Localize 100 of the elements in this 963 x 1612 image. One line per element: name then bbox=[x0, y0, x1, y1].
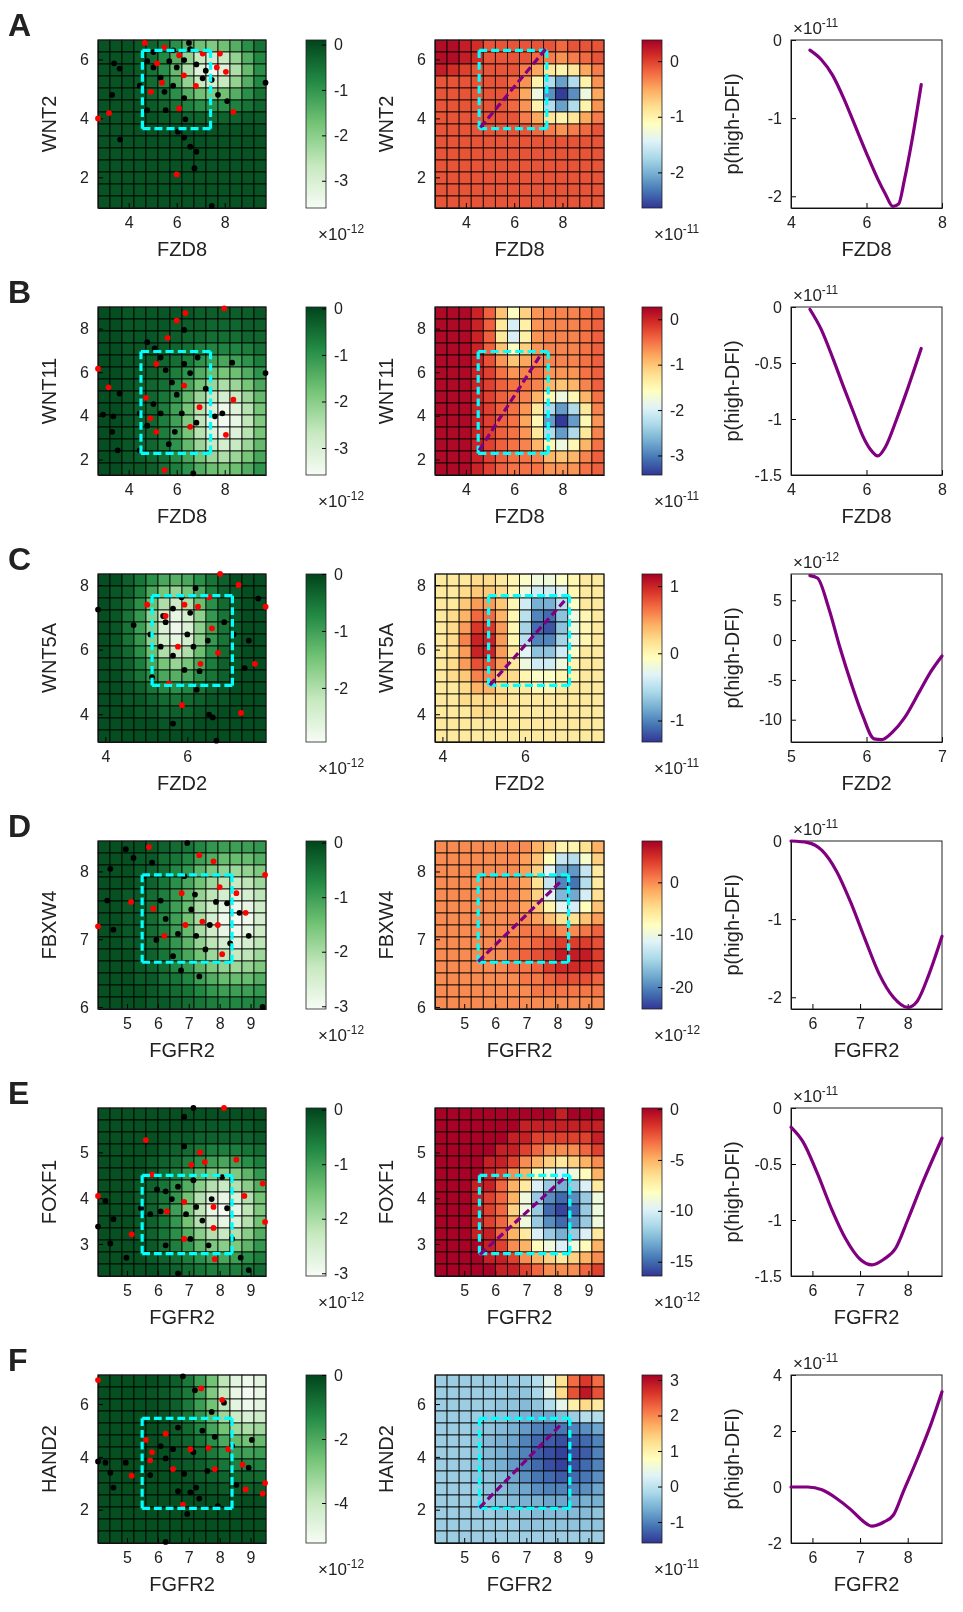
y-tick-label: 0 bbox=[773, 31, 783, 49]
x-tick-label: 5 bbox=[123, 1015, 133, 1033]
x-tick-label: 8 bbox=[215, 1015, 225, 1033]
color-bar-label: -2 bbox=[334, 679, 349, 697]
x-axis-title: FGFR2 bbox=[833, 1039, 900, 1061]
x-tick-label: 5 bbox=[460, 1282, 470, 1300]
y-tick-label: 4 bbox=[80, 1448, 90, 1466]
color-bar-label: 0 bbox=[670, 52, 679, 70]
color-bar-label: -1 bbox=[670, 1513, 685, 1531]
color-bar-title: ×10$^{-11}$ bbox=[654, 1557, 700, 1579]
y-tick-label: 0 bbox=[773, 1099, 783, 1117]
y-axis-title: p(high-DFI) bbox=[721, 1141, 743, 1243]
color-bar-title: ×10$^{-12}$ bbox=[318, 756, 365, 778]
y-axis-title: FOXF1 bbox=[38, 1159, 60, 1225]
y-tick-label: 7 bbox=[80, 930, 90, 948]
x-tick-label: 7 bbox=[522, 1015, 532, 1033]
color-bar-label: -5 bbox=[670, 1151, 685, 1169]
x-axis-title: FGFR2 bbox=[486, 1573, 553, 1595]
color-bar-label: 3 bbox=[670, 1371, 679, 1389]
y-axis-title: p(high-DFI) bbox=[721, 1408, 743, 1510]
y-tick-label: 8 bbox=[417, 576, 427, 594]
y-tick-label: -5 bbox=[767, 671, 783, 689]
x-axis-title: FZD8 bbox=[157, 505, 207, 527]
x-tick-label: 9 bbox=[584, 1549, 594, 1567]
y-tick-label: -1.5 bbox=[754, 1267, 783, 1285]
text: ×10$^{-11}$ bbox=[793, 1084, 839, 1106]
y-tick-label: -0.5 bbox=[754, 354, 783, 372]
color-bar-label: -1 bbox=[334, 888, 349, 906]
color-bar-label: -3 bbox=[334, 439, 349, 457]
x-axis-title: FZD8 bbox=[494, 238, 545, 260]
y-axis-title: WNT2 bbox=[38, 95, 60, 153]
x-tick-label: 8 bbox=[220, 481, 230, 499]
y-axis-title: HAND2 bbox=[38, 1425, 60, 1493]
y-tick-label: 4 bbox=[80, 407, 90, 425]
x-tick-label: 8 bbox=[903, 1015, 913, 1033]
color-bar-label: -3 bbox=[334, 172, 349, 190]
color-bar-title: ×10$^{-12}$ bbox=[318, 1023, 365, 1045]
chart-title: B bbox=[8, 274, 32, 310]
x-tick-label: 7 bbox=[184, 1015, 194, 1033]
x-tick-label: 6 bbox=[172, 481, 182, 499]
color-bar-label: -2 bbox=[334, 1430, 349, 1448]
y-tick-label: 6 bbox=[80, 363, 90, 381]
y-tick-label: 5 bbox=[417, 1144, 427, 1162]
y-tick-label: 4 bbox=[80, 1189, 90, 1207]
color-bar-label: -1 bbox=[670, 108, 685, 126]
color-bar-label: -1 bbox=[334, 81, 349, 99]
y-tick-label: 5 bbox=[773, 591, 783, 609]
color-bar-label: -1 bbox=[334, 346, 349, 364]
text: ×10$^{-11}$ bbox=[793, 283, 839, 305]
x-tick-label: 8 bbox=[903, 1549, 913, 1567]
x-axis-title: FGFR2 bbox=[833, 1306, 900, 1328]
x-tick-label: 6 bbox=[862, 481, 872, 499]
y-axis-title: FBXW4 bbox=[38, 890, 60, 960]
x-tick-label: 6 bbox=[808, 1549, 818, 1567]
x-tick-label: 4 bbox=[787, 481, 797, 499]
y-axis-title: p(high-DFI) bbox=[721, 73, 743, 175]
x-tick-label: 5 bbox=[123, 1282, 133, 1300]
y-tick-label: 4 bbox=[417, 407, 427, 425]
y-tick-label: 7 bbox=[417, 930, 427, 948]
color-bar-label: 1 bbox=[670, 1442, 679, 1460]
y-tick-label: 4 bbox=[417, 1189, 427, 1207]
y-tick-label: 6 bbox=[80, 1395, 90, 1413]
y-tick-label: 0 bbox=[773, 1478, 783, 1496]
x-tick-label: 8 bbox=[558, 214, 568, 232]
color-bar-title: ×10$^{-11}$ bbox=[654, 489, 700, 511]
x-axis-title: FZD8 bbox=[841, 238, 892, 260]
y-tick-label: -1 bbox=[767, 1211, 783, 1229]
color-bar-label: -20 bbox=[670, 978, 694, 996]
y-tick-label: -1 bbox=[767, 910, 783, 928]
x-tick-label: 9 bbox=[246, 1549, 256, 1567]
color-bar-label: -1 bbox=[670, 356, 685, 374]
x-tick-label: 8 bbox=[558, 481, 568, 499]
color-bar-label: -2 bbox=[334, 126, 349, 144]
x-axis-title: FGFR2 bbox=[486, 1039, 553, 1061]
color-bar-label: 0 bbox=[670, 644, 679, 662]
color-bar-label: -4 bbox=[334, 1494, 349, 1512]
color-bar-label: 0 bbox=[334, 1101, 343, 1119]
x-axis-title: FGFR2 bbox=[149, 1573, 215, 1595]
color-bar-label: 0 bbox=[670, 1478, 679, 1496]
color-bar-title: ×10$^{-12}$ bbox=[318, 489, 365, 511]
x-tick-label: 6 bbox=[491, 1549, 501, 1567]
x-tick-label: 6 bbox=[172, 214, 182, 232]
x-tick-label: 6 bbox=[491, 1015, 501, 1033]
color-bar-title: ×10$^{-12}$ bbox=[654, 1023, 701, 1045]
y-tick-label: 2 bbox=[80, 451, 90, 469]
x-tick-label: 6 bbox=[862, 748, 872, 766]
y-tick-label: 0 bbox=[773, 631, 783, 649]
x-tick-label: 6 bbox=[510, 214, 520, 232]
x-tick-label: 6 bbox=[183, 748, 193, 766]
y-tick-label: 6 bbox=[417, 1395, 427, 1413]
color-bar-title: ×10$^{-12}$ bbox=[318, 1557, 365, 1579]
y-tick-label: 6 bbox=[80, 641, 90, 659]
y-axis-title: p(high-DFI) bbox=[721, 607, 743, 709]
y-tick-label: 4 bbox=[417, 110, 427, 128]
color-bar-label: -2 bbox=[334, 1210, 349, 1228]
color-bar-label: -1 bbox=[334, 622, 349, 640]
y-axis-title: FBXW4 bbox=[375, 890, 397, 960]
y-tick-label: 2 bbox=[417, 451, 427, 469]
y-tick-label: 2 bbox=[773, 1422, 783, 1440]
color-bar-label: -2 bbox=[334, 393, 349, 411]
